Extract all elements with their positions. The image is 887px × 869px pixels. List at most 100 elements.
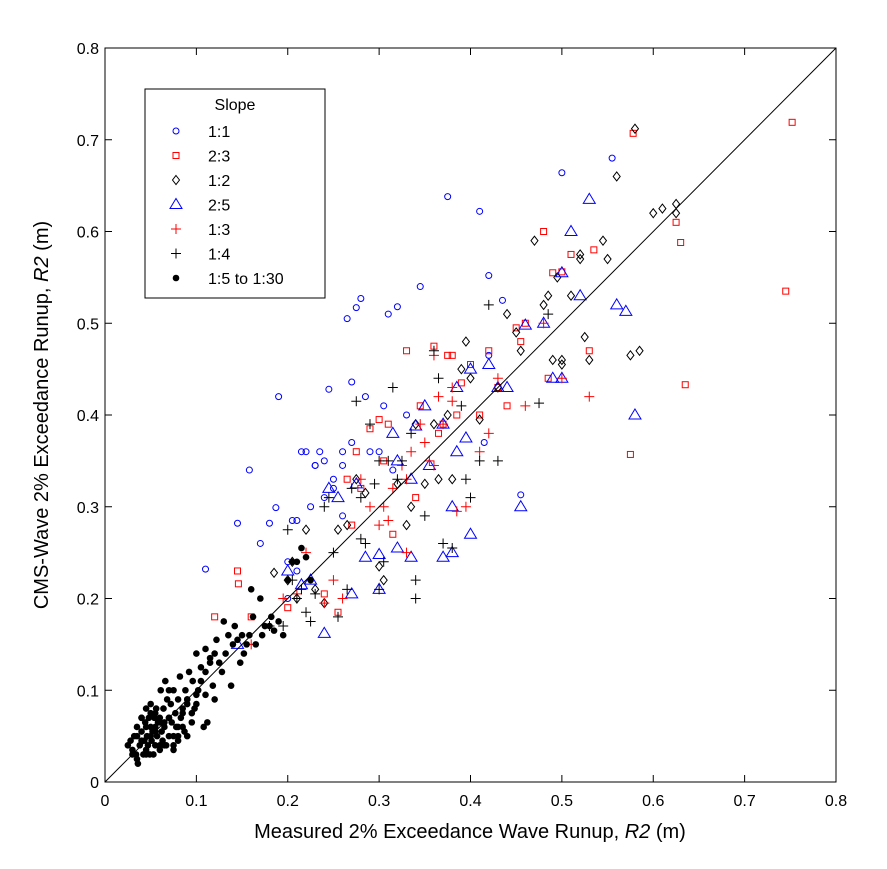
data-point (344, 586, 359, 599)
data-point (188, 709, 196, 717)
series-1 (202, 154, 616, 602)
data-point (457, 379, 465, 387)
data-point (544, 374, 552, 382)
data-point (369, 478, 380, 489)
data-point (401, 547, 412, 558)
data-point (534, 398, 545, 409)
data-point (465, 492, 476, 503)
data-point (576, 253, 585, 265)
data-point (460, 501, 471, 512)
data-point (161, 742, 168, 749)
data-point (447, 396, 458, 407)
data-point (491, 380, 505, 392)
legend: Slope 1:1 2:3 1:2 2:5 1:3 1:4 1:5 to 1:30 (144, 88, 326, 299)
data-point (420, 478, 429, 490)
data-point (352, 448, 360, 456)
data-point (480, 439, 488, 447)
data-point (453, 411, 461, 419)
data-point (215, 659, 223, 667)
x-tick-label: 0.5 (551, 793, 573, 810)
data-point (518, 318, 533, 330)
data-point (348, 378, 356, 386)
data-point (172, 709, 179, 717)
data-point (279, 631, 287, 639)
data-point (457, 363, 466, 375)
legend-entry: 1:4 (171, 247, 230, 264)
data-point (548, 354, 557, 366)
data-point (503, 402, 511, 410)
data-point (558, 169, 566, 177)
data-point (342, 584, 353, 595)
data-point (384, 420, 392, 428)
data-point (170, 686, 177, 694)
data-point (649, 207, 658, 219)
data-point (476, 411, 484, 419)
data-point (390, 541, 405, 553)
legend-marker (171, 248, 181, 259)
data-point (144, 742, 152, 749)
data-point (282, 524, 293, 535)
data-point (608, 154, 616, 162)
data-point (520, 400, 531, 411)
data-point (357, 294, 365, 302)
data-point (193, 700, 200, 708)
data-point (444, 351, 452, 359)
data-point (460, 474, 471, 485)
data-point (278, 621, 289, 632)
data-point (179, 723, 186, 731)
data-point (218, 668, 226, 676)
legend-label: 2:5 (208, 198, 230, 215)
data-point (179, 709, 186, 717)
data-point (197, 677, 205, 685)
data-point (449, 380, 464, 392)
data-point (284, 576, 292, 584)
data-point (225, 631, 232, 639)
data-point (435, 429, 443, 437)
data-point (392, 474, 403, 485)
data-point (227, 682, 235, 689)
data-point (374, 455, 385, 466)
data-point (364, 419, 375, 430)
data-point (129, 746, 136, 754)
legend-marker (171, 224, 181, 234)
data-point (156, 719, 164, 726)
data-point (500, 380, 514, 392)
data-point (231, 622, 239, 630)
data-point (337, 593, 348, 604)
data-point (211, 613, 219, 621)
data-point (193, 650, 200, 657)
data-point (467, 361, 474, 369)
data-point (556, 373, 567, 384)
data-point (165, 686, 173, 694)
data-point (580, 331, 589, 343)
data-point (626, 450, 634, 458)
data-point (200, 723, 207, 731)
data-point (234, 580, 242, 588)
data-point (557, 354, 567, 366)
data-point (320, 590, 328, 598)
data-point (485, 347, 493, 355)
y-tick-label: 0.8 (77, 41, 99, 58)
data-point (202, 668, 209, 676)
data-point (410, 593, 421, 604)
data-point (182, 686, 189, 694)
data-point (412, 494, 420, 502)
x-tick-label: 0.2 (277, 793, 299, 810)
legend-label: 1:5 to 1:30 (208, 271, 284, 288)
data-point (176, 673, 184, 680)
data-point (544, 290, 553, 302)
data-point (360, 538, 371, 549)
data-point (609, 297, 624, 310)
data-point (396, 455, 407, 466)
data-point (174, 723, 182, 731)
data-point (485, 272, 493, 280)
data-point (142, 705, 150, 712)
data-point (372, 547, 387, 559)
data-point (174, 696, 182, 703)
data-point (628, 408, 642, 420)
data-point (445, 499, 460, 512)
data-point (498, 296, 506, 304)
data-point (483, 428, 494, 439)
data-point (393, 303, 401, 311)
data-point (681, 381, 689, 389)
